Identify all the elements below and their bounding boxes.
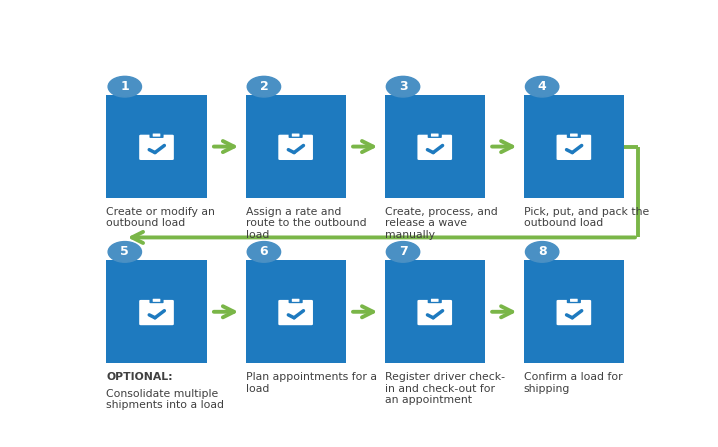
- FancyBboxPatch shape: [292, 134, 299, 137]
- Circle shape: [526, 241, 559, 262]
- FancyBboxPatch shape: [289, 297, 303, 303]
- Text: Assign a rate and
route to the outbound
load: Assign a rate and route to the outbound …: [246, 207, 366, 240]
- Circle shape: [108, 76, 141, 97]
- FancyBboxPatch shape: [428, 132, 442, 138]
- FancyBboxPatch shape: [289, 132, 303, 138]
- FancyBboxPatch shape: [567, 132, 581, 138]
- FancyBboxPatch shape: [570, 299, 578, 302]
- Text: Consolidate multiple
shipments into a load: Consolidate multiple shipments into a lo…: [106, 388, 225, 410]
- FancyBboxPatch shape: [106, 260, 207, 363]
- Circle shape: [386, 76, 420, 97]
- FancyBboxPatch shape: [556, 300, 591, 325]
- Text: Register driver check-
in and check-out for
an appointment: Register driver check- in and check-out …: [385, 372, 505, 405]
- FancyBboxPatch shape: [292, 299, 299, 302]
- FancyBboxPatch shape: [385, 95, 485, 198]
- Circle shape: [247, 241, 281, 262]
- FancyBboxPatch shape: [524, 95, 624, 198]
- FancyBboxPatch shape: [279, 135, 313, 160]
- FancyBboxPatch shape: [567, 297, 581, 303]
- FancyBboxPatch shape: [570, 134, 578, 137]
- FancyBboxPatch shape: [106, 95, 207, 198]
- FancyBboxPatch shape: [556, 135, 591, 160]
- FancyBboxPatch shape: [139, 135, 174, 160]
- Text: 4: 4: [538, 80, 546, 93]
- Text: Confirm a load for
shipping: Confirm a load for shipping: [524, 372, 623, 394]
- FancyBboxPatch shape: [149, 132, 164, 138]
- FancyBboxPatch shape: [279, 300, 313, 325]
- Text: 7: 7: [398, 245, 407, 258]
- FancyBboxPatch shape: [246, 95, 346, 198]
- FancyBboxPatch shape: [431, 134, 439, 137]
- FancyBboxPatch shape: [417, 135, 452, 160]
- Circle shape: [108, 241, 141, 262]
- Text: 3: 3: [398, 80, 407, 93]
- Text: Create, process, and
release a wave
manually: Create, process, and release a wave manu…: [385, 207, 498, 240]
- Circle shape: [247, 76, 281, 97]
- Text: 2: 2: [259, 80, 269, 93]
- Text: 6: 6: [260, 245, 269, 258]
- Text: Plan appointments for a
load: Plan appointments for a load: [246, 372, 376, 394]
- Circle shape: [386, 241, 420, 262]
- FancyBboxPatch shape: [524, 260, 624, 363]
- Text: 1: 1: [121, 80, 129, 93]
- FancyBboxPatch shape: [153, 299, 160, 302]
- FancyBboxPatch shape: [139, 300, 174, 325]
- Text: Pick, put, and pack the
outbound load: Pick, put, and pack the outbound load: [524, 207, 649, 228]
- Text: 5: 5: [121, 245, 129, 258]
- FancyBboxPatch shape: [153, 134, 160, 137]
- Text: OPTIONAL:: OPTIONAL:: [106, 372, 173, 382]
- FancyBboxPatch shape: [417, 300, 452, 325]
- FancyBboxPatch shape: [149, 297, 164, 303]
- FancyBboxPatch shape: [385, 260, 485, 363]
- Text: 8: 8: [538, 245, 546, 258]
- FancyBboxPatch shape: [246, 260, 346, 363]
- Text: Create or modify an
outbound load: Create or modify an outbound load: [106, 207, 215, 228]
- FancyBboxPatch shape: [431, 299, 439, 302]
- Circle shape: [526, 76, 559, 97]
- FancyBboxPatch shape: [428, 297, 442, 303]
